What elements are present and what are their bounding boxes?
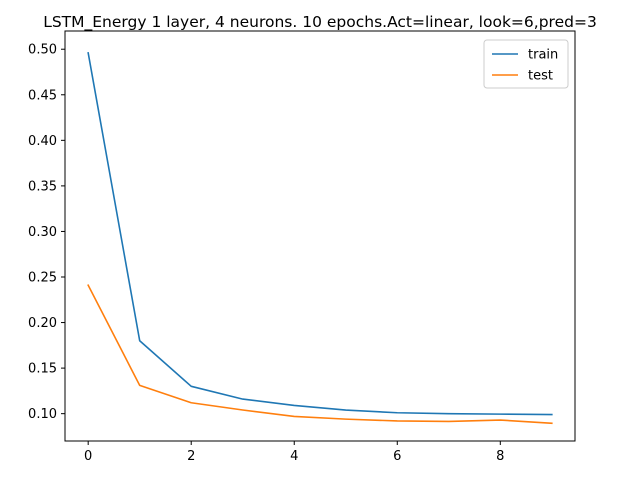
y-tick-label: 0.50	[28, 43, 57, 58]
x-tick-label: 6	[393, 449, 401, 464]
plot-lines	[87, 51, 553, 425]
x-tick-label: 2	[187, 449, 195, 464]
chart-title: LSTM_Energy 1 layer, 4 neurons. 10 epoch…	[43, 13, 597, 32]
x-axis: 0 2 4 6 8	[84, 441, 504, 464]
x-tick-label: 4	[290, 449, 298, 464]
series-line-train	[87, 51, 553, 416]
y-tick-label: 0.35	[28, 179, 57, 194]
y-tick-label: 0.40	[28, 134, 57, 149]
y-tick-label: 0.25	[28, 271, 57, 286]
y-tick-label: 0.45	[28, 88, 57, 103]
legend: train test	[483, 39, 569, 89]
series-line-test	[87, 284, 553, 425]
plot-frame	[64, 30, 576, 442]
y-tick-label: 0.15	[28, 362, 57, 377]
x-tick-label: 0	[84, 449, 92, 464]
legend-box	[483, 39, 569, 89]
y-axis: 0.10 0.15 0.20 0.25 0.30 0.35 0.40 0.45 0.50	[28, 43, 65, 422]
legend-label-test: test	[528, 69, 553, 84]
y-tick-label: 0.30	[28, 225, 57, 240]
x-tick-label: 8	[496, 449, 504, 464]
y-tick-label: 0.20	[28, 316, 57, 331]
y-tick-label: 0.10	[28, 407, 57, 422]
legend-label-train: train	[528, 48, 558, 63]
